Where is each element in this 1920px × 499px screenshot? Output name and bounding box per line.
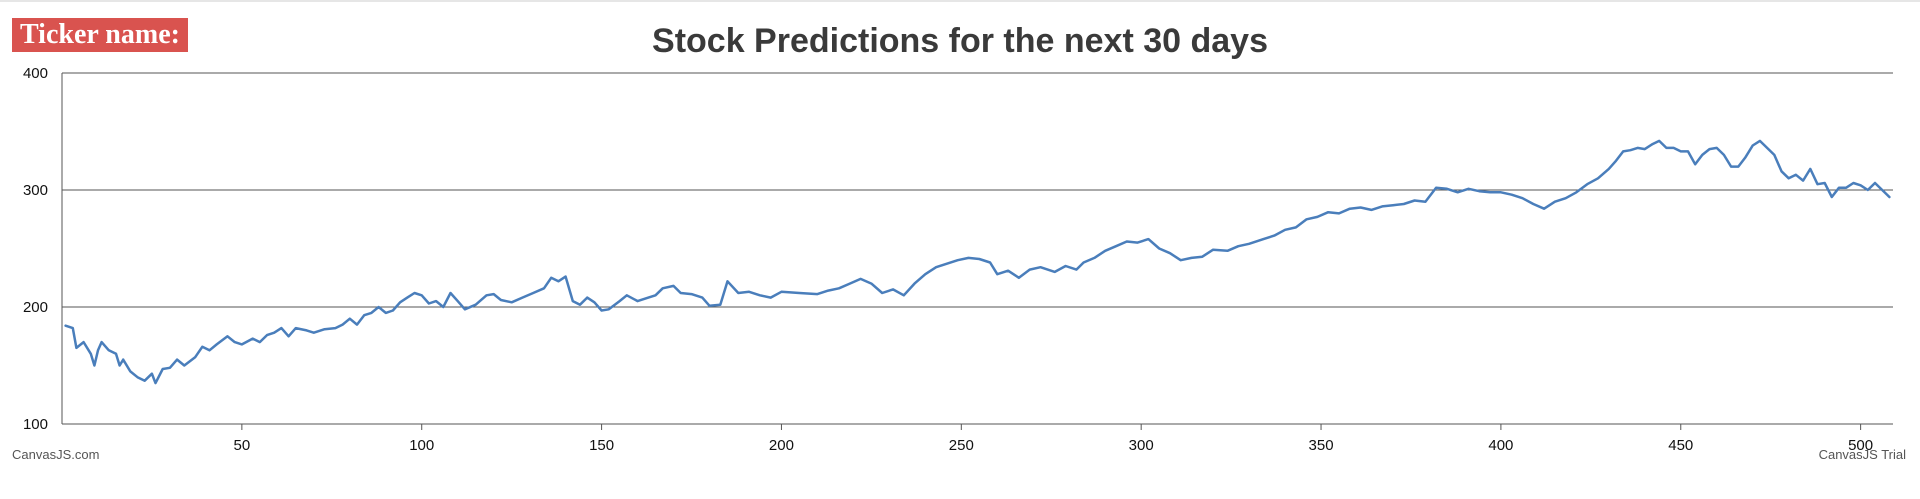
y-tick-label: 300 [23,182,48,199]
top-rule [0,0,1920,2]
credit-left: CanvasJS.com [12,447,99,462]
y-tick-label: 200 [23,299,48,316]
x-tick-label: 350 [1309,437,1334,454]
axes [61,73,1893,430]
y-tick-label: 400 [23,65,48,82]
x-axis-tick-labels: 50 100 150 200 250 300 350 400 450 500 [234,437,1874,454]
credit-right: CanvasJS Trial [1819,447,1907,462]
y-tick-label: 100 [23,416,48,433]
chart-title: Stock Predictions for the next 30 days [652,22,1268,60]
x-tick-label: 500 [1848,437,1873,454]
x-tick-label: 150 [589,437,614,454]
x-tick-label: 450 [1668,437,1693,454]
x-tick-label: 300 [1129,437,1154,454]
x-tick-label: 200 [769,437,794,454]
series-line-0 [64,139,1891,385]
x-tick-label: 250 [949,437,974,454]
x-tick-label: 100 [409,437,434,454]
grid-lines [62,72,1893,308]
ticker-name-label: Ticker name: [12,18,188,52]
x-tick-label: 400 [1488,437,1513,454]
x-tick-label: 50 [234,437,251,454]
y-axis-tick-labels: 100 200 300 400 [23,65,48,433]
series-layer [64,139,1891,385]
